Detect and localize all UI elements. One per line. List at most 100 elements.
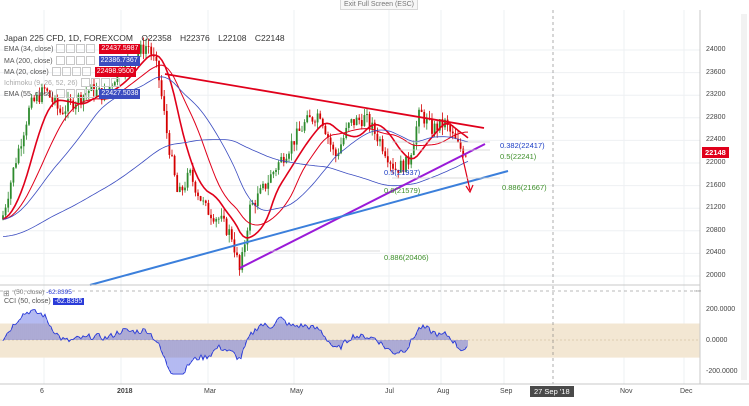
indicator-option-icon[interactable]: [80, 78, 90, 87]
candle-body: [436, 123, 439, 131]
time-tick-label: Dec: [680, 388, 693, 395]
resistance-trendline: [164, 73, 485, 129]
indicator-option-icon[interactable]: [66, 44, 76, 53]
candle-body: [204, 200, 207, 203]
candle-body: [306, 115, 309, 123]
indicator-option-icon[interactable]: [100, 78, 110, 87]
candle-body: [64, 111, 67, 114]
indicator-buttons[interactable]: [51, 67, 92, 77]
candle-body: [158, 60, 160, 81]
indicator-buttons[interactable]: [56, 44, 96, 54]
candle-body: [48, 90, 51, 98]
pane-collapse-button[interactable]: ⊞: [3, 289, 10, 298]
indicator-legend-item[interactable]: EMA (34, close) 22437.5987: [4, 44, 141, 55]
price-tick-label: 21600: [706, 181, 726, 189]
fib-level-label: 0.6(21579): [384, 186, 421, 195]
cci-tick-label: 200.0000: [706, 306, 736, 313]
indicator-option-icon[interactable]: [71, 67, 81, 76]
candle-body: [56, 97, 59, 109]
candle-body: [15, 163, 17, 168]
candle-body: [176, 175, 179, 192]
candle-body: [397, 169, 400, 173]
indicator-option-icon[interactable]: [86, 44, 96, 53]
candle-body: [399, 160, 402, 173]
symbol-title[interactable]: Japan 225 CFD, 1D, FOREXCOM: [4, 33, 133, 43]
candle-body: [410, 155, 413, 165]
candle-body: [38, 94, 41, 103]
time-tick-label: Aug: [437, 388, 450, 395]
indicator-option-icon[interactable]: [56, 44, 66, 53]
candle-body: [171, 154, 173, 156]
indicator-option-icon[interactable]: [81, 67, 91, 76]
cci-tick-label: -200.0000: [706, 368, 738, 375]
candle-body: [186, 172, 189, 188]
candle-body: [163, 96, 166, 111]
candle-body: [197, 192, 199, 197]
indicator-name: Ichimoku (9, 26, 52, 26): [4, 80, 78, 88]
indicator-value: 22386.7367: [98, 56, 140, 67]
indicator-option-icon[interactable]: [86, 89, 96, 98]
indicator-legend-item[interactable]: EMA (55, close) 22427.5038: [4, 89, 141, 100]
indicator-option-icon[interactable]: [75, 56, 85, 65]
candle-body: [51, 97, 54, 102]
candle-body: [184, 187, 186, 191]
candle-body: [238, 255, 241, 271]
candle-body: [308, 115, 311, 118]
indicator-buttons[interactable]: [55, 56, 96, 66]
candle-body: [264, 183, 267, 189]
scrollbar[interactable]: [741, 14, 747, 380]
candle-body: [202, 200, 205, 202]
candle-body: [12, 167, 15, 183]
indicator-buttons[interactable]: [56, 89, 96, 99]
candle-body: [194, 181, 197, 193]
indicator-option-icon[interactable]: [51, 67, 61, 76]
candle-body: [28, 107, 30, 125]
candle-body: [290, 141, 293, 154]
candle-body: [332, 144, 335, 150]
candle-body: [249, 204, 251, 231]
time-tick-label: 6: [40, 388, 44, 395]
indicator-option-icon[interactable]: [85, 56, 95, 65]
indicator-option-icon[interactable]: [56, 89, 66, 98]
candle-body: [90, 84, 93, 91]
candle-body: [243, 244, 246, 253]
candle-body: [288, 153, 290, 159]
candle-body: [46, 88, 49, 91]
indicator-option-icon[interactable]: [55, 56, 65, 65]
indicator-option-icon[interactable]: [76, 89, 86, 98]
moving-averages: [2, 54, 469, 239]
indicator-name: MA (200, close): [4, 58, 53, 66]
candle-body: [212, 218, 215, 222]
price-tick-label: 20800: [706, 226, 726, 234]
indicator-option-icon[interactable]: [90, 78, 100, 87]
exit-fullscreen-button[interactable]: Exit Full Screen (ESC): [340, 0, 418, 10]
indicator-option-icon[interactable]: [66, 89, 76, 98]
indicator-legend-item[interactable]: MA (200, close) 22386.7367: [4, 56, 140, 67]
candle-body: [347, 122, 350, 128]
candle-body: [355, 117, 358, 126]
candle-body: [316, 113, 319, 123]
candle-body: [285, 158, 288, 163]
candle-body: [59, 108, 62, 113]
candle-body: [223, 215, 225, 219]
pane-controls[interactable]: ▫ ▫: [694, 288, 701, 295]
candle-body: [431, 118, 433, 134]
indicator-buttons[interactable]: [80, 78, 121, 88]
candlesticks: [2, 37, 467, 276]
candle-body: [35, 94, 38, 102]
candle-body: [82, 95, 85, 104]
candle-body: [236, 252, 238, 256]
indicator-option-icon[interactable]: [61, 67, 71, 76]
candle-body: [67, 99, 69, 112]
indicator-value: 22427.5038: [99, 89, 141, 100]
indicator-legend-item[interactable]: MA (20, close) 22498.9500: [4, 67, 136, 78]
indicator-option-icon[interactable]: [65, 56, 75, 65]
candle-body: [98, 88, 101, 90]
indicator-legend-item[interactable]: Ichimoku (9, 26, 52, 26): [4, 78, 124, 88]
indicator-option-icon[interactable]: [76, 44, 86, 53]
candle-body: [303, 122, 306, 131]
indicator-option-icon[interactable]: [110, 78, 120, 87]
candle-body: [433, 123, 436, 134]
candle-body: [43, 87, 46, 89]
